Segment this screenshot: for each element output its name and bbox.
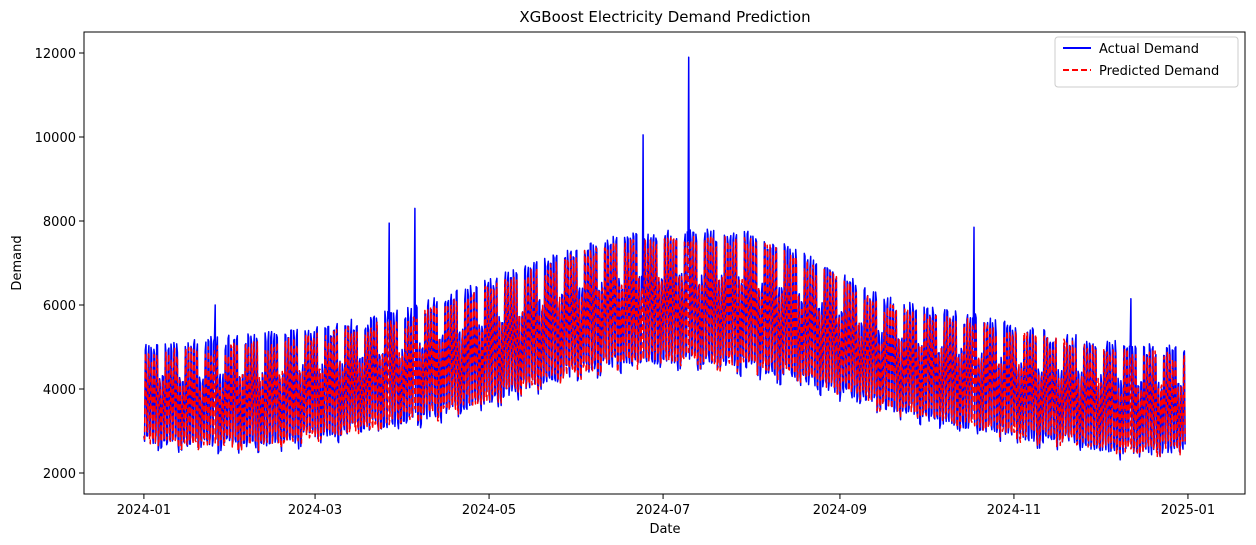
- y-tick-label: 8000: [43, 215, 76, 230]
- x-tick-label: 2024-09: [813, 503, 867, 518]
- x-axis: 2024-01 2024-03 2024-05 2024-07 2024-09 2024-…: [117, 494, 1215, 518]
- legend-label-predicted: Predicted Demand: [1099, 64, 1219, 79]
- y-tick-label: 2000: [43, 467, 76, 482]
- y-tick-label: 10000: [35, 131, 76, 146]
- x-axis-label: Date: [649, 522, 680, 537]
- series-layer: [143, 56, 1186, 461]
- x-tick-label: 2024-11: [987, 503, 1041, 518]
- y-tick-label: 12000: [35, 47, 76, 62]
- legend: Actual Demand Predicted Demand: [1054, 36, 1239, 88]
- chart-title: XGBoost Electricity Demand Prediction: [519, 8, 810, 26]
- legend-box: [1054, 36, 1239, 88]
- y-axis-label: Demand: [10, 235, 25, 290]
- y-tick-label: 6000: [43, 299, 76, 314]
- x-tick-label: 2024-03: [288, 503, 342, 518]
- series-line-predicted-demand: [143, 234, 1186, 458]
- y-axis: 2000 4000 6000 8000 10000 12000: [35, 47, 84, 482]
- legend-label-actual: Actual Demand: [1099, 42, 1199, 57]
- y-tick-label: 4000: [43, 383, 76, 398]
- x-tick-label: 2024-07: [636, 503, 690, 518]
- x-tick-label: 2024-05: [462, 503, 516, 518]
- plot-frame: [83, 31, 1246, 495]
- x-tick-label: 2025-01: [1161, 503, 1215, 518]
- x-tick-label: 2024-01: [117, 503, 171, 518]
